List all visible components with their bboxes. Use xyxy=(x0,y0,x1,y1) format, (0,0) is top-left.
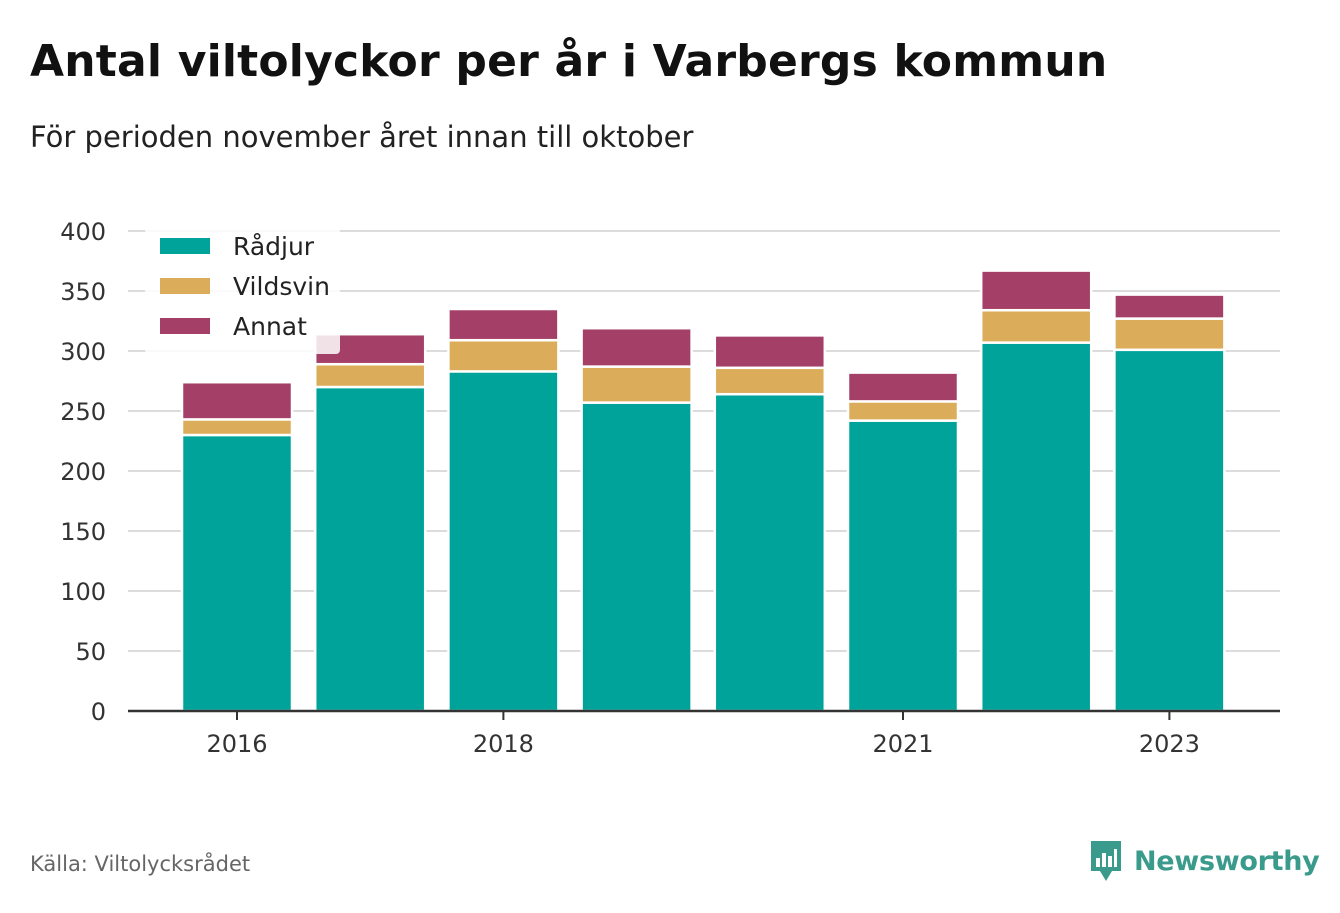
chart-title: Antal viltolyckor per år i Varbergs komm… xyxy=(30,36,1108,87)
y-tick-label: 50 xyxy=(75,638,106,666)
bar-segment-r-djur xyxy=(313,385,427,713)
bar-segment-vildsvin xyxy=(447,338,560,373)
bar-segment-annat xyxy=(713,334,827,370)
bar-segment-vildsvin xyxy=(180,418,294,437)
legend-label: Annat xyxy=(233,312,307,341)
bar-segment-r-djur xyxy=(1113,348,1226,713)
y-axis-ticks: 0 50 100 150 200 250 300 350 400 xyxy=(60,218,106,726)
bar-segment-r-djur xyxy=(713,392,827,713)
y-tick-label: 0 xyxy=(91,698,106,726)
bar-segment-vildsvin xyxy=(580,365,693,404)
bar-segment-annat xyxy=(1113,293,1226,320)
x-tick-label: 2021 xyxy=(872,730,933,758)
y-tick-label: 150 xyxy=(60,518,106,546)
bars xyxy=(180,269,1226,713)
y-tick-label: 400 xyxy=(60,218,106,246)
x-tick-label: 2023 xyxy=(1139,730,1200,758)
chart-subtitle: För perioden november året innan till ok… xyxy=(30,120,694,154)
bar-segment-annat xyxy=(846,371,960,403)
bar-segment-annat xyxy=(180,380,294,421)
bar-segment-r-djur xyxy=(447,370,560,713)
y-tick-label: 350 xyxy=(60,278,106,306)
brand-name: Newsworthy xyxy=(1134,845,1320,877)
y-tick-label: 250 xyxy=(60,398,106,426)
bar-segment-r-djur xyxy=(979,341,1093,713)
brand-logo: Newsworthy xyxy=(1088,838,1320,884)
bar-segment-annat xyxy=(580,326,693,368)
bar-segment-vildsvin xyxy=(713,366,827,396)
source-note: Källa: Viltolycksrådet xyxy=(30,852,251,876)
bar-segment-vildsvin xyxy=(846,400,960,422)
bar-segment-r-djur xyxy=(846,419,960,713)
legend-label: Rådjur xyxy=(233,232,315,261)
legend-label: Vildsvin xyxy=(233,272,330,301)
x-tick-label: 2016 xyxy=(206,730,267,758)
legend-swatch xyxy=(160,278,210,294)
legend: Rådjur Vildsvin Annat xyxy=(145,228,340,354)
bar-segment-r-djur xyxy=(180,433,294,713)
bar-segment-vildsvin xyxy=(1113,317,1226,352)
bar-segment-vildsvin xyxy=(979,308,1093,344)
bar-segment-annat xyxy=(447,307,560,342)
x-tick-label: 2018 xyxy=(473,730,534,758)
legend-swatch xyxy=(160,238,210,254)
y-tick-label: 200 xyxy=(60,458,106,486)
bar-segment-vildsvin xyxy=(313,362,427,389)
y-tick-label: 300 xyxy=(60,338,106,366)
y-tick-label: 100 xyxy=(60,578,106,606)
x-axis: 2016 2018 2021 2023 xyxy=(128,709,1280,758)
newsworthy-logo-icon xyxy=(1091,841,1121,881)
bar-segment-r-djur xyxy=(580,401,693,713)
legend-swatch xyxy=(160,318,210,334)
bar-segment-annat xyxy=(979,269,1093,312)
